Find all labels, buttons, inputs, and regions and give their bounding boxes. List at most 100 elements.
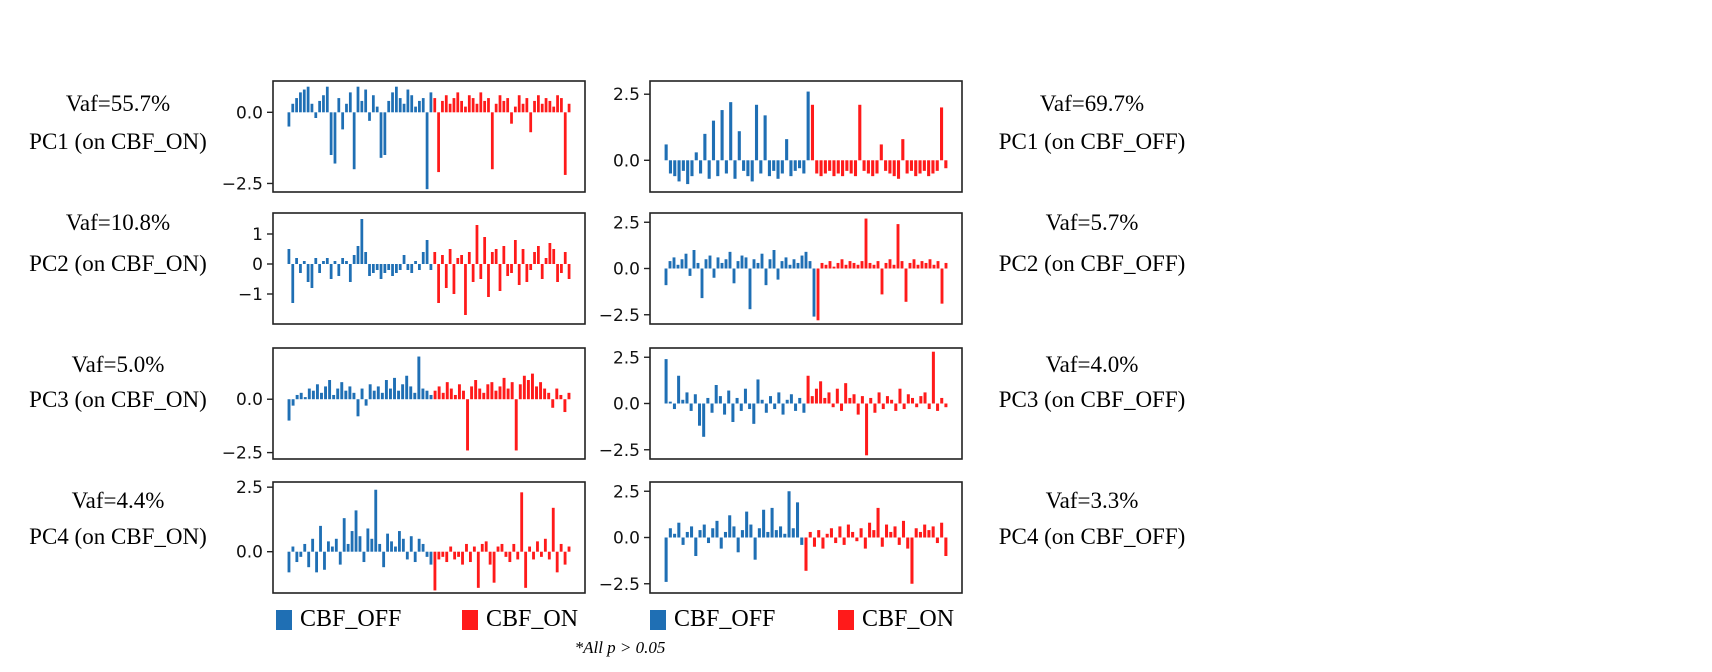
bar-cbf-on (906, 537, 910, 549)
bar-cbf-on (506, 388, 510, 400)
bar-cbf-on (478, 388, 482, 400)
bar-cbf-on (906, 394, 910, 404)
bar-cbf-on (905, 160, 909, 174)
bar-cbf-off (406, 264, 410, 270)
bar-cbf-off (352, 392, 356, 400)
bar-cbf-on (872, 530, 876, 538)
bar-cbf-off (686, 160, 690, 185)
bar-cbf-off (370, 538, 374, 552)
bar-cbf-off (690, 526, 694, 538)
y-tick-label: 0.0 (613, 395, 640, 415)
bar-cbf-off (760, 399, 764, 404)
bar-cbf-on (920, 261, 924, 269)
bar-cbf-off (295, 551, 299, 563)
bar-cbf-on (901, 520, 906, 538)
bar-cbf-on (821, 537, 825, 549)
bar-cbf-on (902, 403, 906, 410)
panel-l2: 1 0 −1 (238, 212, 586, 325)
bar-cbf-off (772, 160, 776, 171)
bar-cbf-on (532, 551, 535, 560)
right-pc-1: PC1 (on CBF_OFF) (998, 129, 1186, 154)
bar-cbf-off (696, 262, 700, 269)
y-tick-label: 0.0 (613, 260, 640, 280)
bar-cbf-on (567, 546, 571, 552)
axes-frame (649, 80, 963, 193)
bar-cbf-off (314, 258, 318, 264)
bar-cbf-on (496, 546, 500, 552)
legend-label: CBF_OFF (674, 606, 776, 632)
bar-cbf-on (860, 261, 864, 269)
bar-cbf-on (441, 392, 445, 400)
bar-cbf-on (464, 106, 467, 113)
bar-cbf-off (425, 112, 429, 190)
bar-cbf-off (711, 528, 715, 538)
bar-cbf-on (563, 399, 567, 413)
bar-cbf-off (785, 139, 789, 161)
bar-cbf-off (694, 152, 698, 161)
bar-cbf-off (395, 86, 398, 113)
bar-cbf-off (673, 533, 677, 538)
bar-cbf-off (806, 91, 810, 161)
bar-cbf-off (368, 384, 372, 400)
legend-item-cbf-off-left: CBF_OFF (276, 606, 401, 633)
bar-cbf-on (880, 537, 884, 547)
bar-cbf-on (869, 397, 873, 404)
bar-cbf-off (750, 160, 754, 182)
bar-cbf-off (703, 133, 707, 161)
axes-frame (272, 347, 586, 460)
bar-cbf-on (518, 384, 522, 400)
bar-cbf-off (791, 528, 795, 538)
bar-cbf-off (766, 531, 770, 538)
bar-cbf-on (508, 551, 512, 563)
bar-cbf-off (780, 160, 784, 174)
bar-cbf-off (425, 390, 429, 400)
bar-cbf-off (688, 268, 692, 276)
bar-cbf-on (460, 100, 463, 113)
bar-cbf-on (492, 551, 496, 583)
bar-cbf-on (488, 551, 492, 565)
bar-cbf-off (706, 397, 710, 404)
bar-cbf-off (773, 403, 777, 410)
bar-cbf-on (863, 537, 867, 549)
bar-cbf-off (393, 377, 396, 400)
bar-cbf-on (475, 103, 479, 113)
bar-cbf-on (556, 264, 559, 282)
bar-cbf-on (482, 392, 486, 400)
bar-cbf-off (736, 537, 740, 553)
axes-frame (272, 212, 586, 325)
axes-frame (272, 481, 586, 594)
bar-cbf-on (893, 526, 897, 538)
bar-cbf-off (340, 382, 344, 400)
bar-cbf-on (433, 98, 437, 113)
bar-cbf-on (873, 403, 877, 413)
bar-cbf-on (816, 268, 820, 321)
bar-cbf-off (291, 264, 295, 303)
bar-cbf-on (475, 225, 479, 264)
bar-cbf-on (524, 551, 528, 588)
bar-cbf-on (465, 543, 468, 552)
bar-cbf-on (441, 100, 444, 113)
bar-cbf-off (746, 160, 750, 177)
bar-cbf-off (724, 259, 728, 269)
bar-cbf-on (859, 528, 863, 538)
bar-cbf-off (429, 551, 433, 565)
bar-cbf-on (885, 524, 889, 538)
bar-cbf-off (338, 551, 342, 565)
bar-cbf-off (401, 384, 405, 400)
bar-cbf-on (437, 386, 441, 400)
bar-cbf-on (548, 100, 552, 113)
bar-cbf-off (413, 551, 417, 563)
bar-cbf-off (776, 160, 780, 179)
bar-cbf-on (533, 252, 536, 264)
bar-cbf-on (479, 264, 483, 279)
bar-cbf-off (325, 258, 329, 264)
bar-cbf-off (329, 112, 333, 155)
bar-cbf-off (395, 264, 398, 273)
bar-cbf-off (332, 394, 336, 400)
bar-cbf-on (911, 397, 915, 404)
significance-note: *All p > 0.05 (574, 638, 666, 657)
bar-cbf-off (731, 403, 735, 422)
bar-cbf-off (789, 394, 793, 404)
bar-cbf-off (774, 530, 778, 538)
bar-cbf-off (314, 112, 318, 118)
